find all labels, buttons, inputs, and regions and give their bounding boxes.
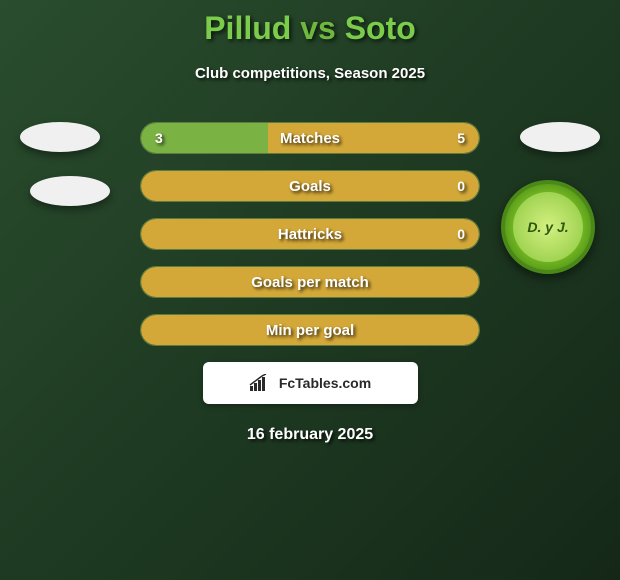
chart-icon — [249, 374, 273, 392]
stat-label: Goals — [289, 178, 331, 195]
stat-label: Min per goal — [266, 322, 354, 339]
stat-row-min-per-goal: Min per goal — [0, 314, 620, 346]
subtitle: Club competitions, Season 2025 — [0, 65, 620, 82]
player1-name: Pillud — [204, 10, 291, 46]
player2-name: Soto — [345, 10, 416, 46]
stat-bar: Min per goal — [140, 314, 480, 346]
stat-value-right: 0 — [457, 178, 465, 194]
date-text: 16 february 2025 — [0, 426, 620, 444]
stat-value-right: 0 — [457, 226, 465, 242]
comparison-infographic: Pillud vs Soto Club competitions, Season… — [0, 0, 620, 580]
stat-label: Matches — [280, 130, 340, 147]
stat-bar: Goals 0 — [140, 170, 480, 202]
stat-row-goals: Goals 0 — [0, 170, 620, 202]
stats-area: 3 Matches 5 Goals 0 Hattricks 0 Goals pe… — [0, 122, 620, 444]
stat-row-matches: 3 Matches 5 — [0, 122, 620, 154]
source-logo-box: FcTables.com — [203, 362, 418, 404]
source-logo-text: FcTables.com — [279, 375, 371, 391]
stat-row-hattricks: Hattricks 0 — [0, 218, 620, 250]
stat-value-left: 3 — [155, 130, 163, 146]
stat-bar: 3 Matches 5 — [140, 122, 480, 154]
stat-value-right: 5 — [457, 130, 465, 146]
stat-row-goals-per-match: Goals per match — [0, 266, 620, 298]
page-title: Pillud vs Soto — [0, 0, 620, 47]
stat-bar: Goals per match — [140, 266, 480, 298]
vs-text: vs — [300, 10, 336, 46]
stat-label: Goals per match — [251, 274, 369, 291]
stat-bar: Hattricks 0 — [140, 218, 480, 250]
stat-label: Hattricks — [278, 226, 342, 243]
